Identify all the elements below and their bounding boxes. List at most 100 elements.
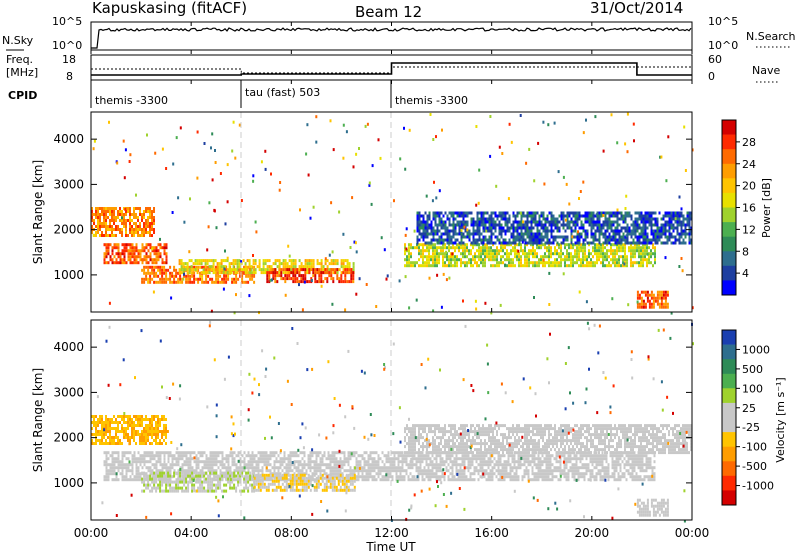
heatmap-cell xyxy=(596,220,599,224)
heatmap-cell xyxy=(233,463,236,467)
heatmap-cell xyxy=(564,218,567,222)
heatmap-cell xyxy=(375,466,378,470)
heatmap-cell xyxy=(107,216,109,219)
heatmap-cell xyxy=(139,418,141,421)
heatmap-cell xyxy=(255,460,258,464)
heatmap-cell xyxy=(472,264,474,268)
heatmap-cell xyxy=(594,252,596,256)
heatmap-cell xyxy=(598,211,601,215)
heatmap-cell xyxy=(215,457,218,461)
heatmap-cell xyxy=(546,246,548,250)
heatmap-cell xyxy=(149,213,151,216)
heatmap-cell xyxy=(500,214,503,218)
heatmap-cell xyxy=(330,271,333,275)
heatmap-cell xyxy=(524,232,527,236)
heatmap-cell xyxy=(212,268,215,272)
heatmap-cell xyxy=(572,223,575,227)
heatmap-cell xyxy=(145,219,147,222)
heatmap-cell xyxy=(474,243,476,247)
heatmap-cell xyxy=(127,439,129,442)
heatmap-cell xyxy=(285,472,288,476)
heatmap-cell xyxy=(312,262,315,266)
heatmap-cell xyxy=(550,232,553,236)
heatmap-cell xyxy=(169,277,172,281)
heatmap-cell xyxy=(570,232,573,236)
heatmap-cell xyxy=(488,223,491,227)
heatmap-cell xyxy=(139,436,141,439)
heatmap-cell xyxy=(123,451,126,455)
heatmap-cell xyxy=(492,258,494,262)
heatmap-cell xyxy=(444,223,447,227)
heatmap-cell xyxy=(115,427,117,430)
heatmap-cell xyxy=(95,231,97,234)
heatmap-cell xyxy=(578,211,581,215)
heatmap-cell xyxy=(480,217,483,221)
heatmap-cell xyxy=(175,280,178,284)
heatmap-cell xyxy=(584,264,586,268)
heatmap-cell xyxy=(361,469,364,473)
heatmap-cell xyxy=(273,469,276,473)
heatmap-cell xyxy=(161,246,164,250)
heatmap-cell xyxy=(454,232,457,236)
heatmap-cell xyxy=(538,246,540,250)
heatmap-cell xyxy=(467,457,470,461)
heatmap-cell xyxy=(383,454,386,458)
heatmap-cell xyxy=(578,264,580,268)
heatmap-cell xyxy=(145,252,148,256)
heatmap-cell xyxy=(582,131,585,135)
heatmap-cell xyxy=(616,258,618,262)
colorbar-swatch xyxy=(722,192,736,208)
heatmap-cell xyxy=(423,454,426,458)
heatmap-cell xyxy=(333,472,336,476)
heatmap-cell xyxy=(582,258,584,262)
heatmap-cell xyxy=(650,217,653,221)
heatmap-cell xyxy=(241,454,244,458)
station-title: Kapuskasing (fitACF) xyxy=(92,0,247,17)
heatmap-cell xyxy=(326,259,329,263)
heatmap-cell xyxy=(117,466,120,470)
heatmap-cell xyxy=(413,463,416,467)
heatmap-cell xyxy=(207,225,210,229)
heatmap-cell xyxy=(630,246,632,250)
heatmap-cell xyxy=(312,274,315,278)
heatmap-cell xyxy=(610,264,612,268)
heatmap-cell xyxy=(508,261,510,265)
heatmap-cell xyxy=(590,235,593,239)
heatmap-cell xyxy=(431,469,434,473)
heatmap-cell xyxy=(99,430,101,433)
heatmap-cell xyxy=(324,257,327,261)
heatmap-cell xyxy=(476,211,479,215)
heatmap-cell xyxy=(403,475,406,479)
heatmap-cell xyxy=(131,249,134,253)
heatmap-cell xyxy=(568,264,570,268)
heatmap-cell xyxy=(379,466,382,470)
heatmap-cell xyxy=(455,454,458,458)
heatmap-cell xyxy=(435,478,438,482)
heatmap-cell xyxy=(484,235,487,239)
heatmap-cell xyxy=(97,433,99,436)
heatmap-cell xyxy=(201,265,204,269)
heatmap-cell xyxy=(257,457,260,461)
heatmap-cell xyxy=(588,220,591,224)
heatmap-cell xyxy=(123,454,126,458)
heatmap-cell xyxy=(592,261,594,265)
heatmap-cell xyxy=(133,258,136,262)
heatmap-cell xyxy=(171,274,174,278)
heatmap-cell xyxy=(688,241,691,245)
heatmap-cell xyxy=(155,424,157,427)
heatmap-cell xyxy=(103,463,106,467)
heatmap-cell xyxy=(235,277,238,281)
heatmap-cell xyxy=(594,246,596,250)
heatmap-cell xyxy=(616,238,619,242)
heatmap-cell xyxy=(121,424,123,427)
heatmap-cell xyxy=(145,243,148,247)
heatmap-cell xyxy=(269,472,272,476)
heatmap-cell xyxy=(612,252,614,256)
heatmap-cell xyxy=(526,235,529,239)
heatmap-cell xyxy=(119,472,122,476)
heatmap-cell xyxy=(516,232,519,236)
heatmap-cell xyxy=(324,259,327,263)
heatmap-cell xyxy=(99,219,101,222)
heatmap-cell xyxy=(494,211,497,215)
